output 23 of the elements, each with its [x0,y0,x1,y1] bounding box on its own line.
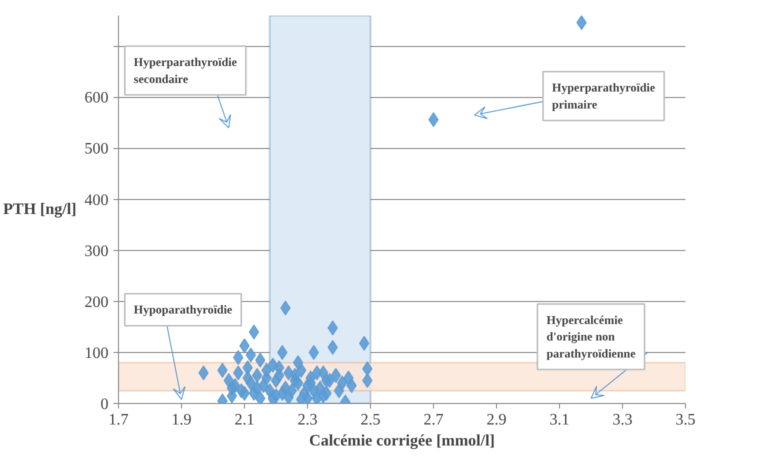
x-tick-label: 3.3 [612,412,632,428]
annotation: Hyperparathyroïdie primaire [552,80,656,112]
x-tick-label: 2.7 [424,412,444,428]
x-tick-label: 1.9 [172,412,192,428]
y-tick-label: 400 [84,192,108,209]
y-tick-label: 300 [84,242,108,260]
x-tick-label: 3.5 [676,412,696,428]
annotation: Hypercalcémie d'origine non parathyroïdienne [546,312,636,361]
annotation: Hyperparathyroïdie secondaire [134,55,238,86]
x-tick-label: 3.1 [550,412,570,428]
x-tick-label: 1.7 [108,412,128,428]
x-axis-title: Calcémie corrigée [mmol/l] [309,432,495,450]
x-tick-label: 2.9 [486,412,506,428]
y-axis-title: PTH [ng/l] [3,201,77,218]
y-tick-label: 500 [84,140,108,158]
y-tick-label: 600 [84,90,108,107]
y-tick-label: 200 [84,294,108,311]
x-tick-label: 2.3 [298,412,318,428]
y-tick-label: 0 [100,396,108,413]
x-tick-label: 2.1 [234,412,254,428]
y-tick-label: 100 [84,344,108,362]
annotation: Hypoparathyroïdie [134,302,233,317]
x-tick-label: 2.5 [360,412,380,428]
